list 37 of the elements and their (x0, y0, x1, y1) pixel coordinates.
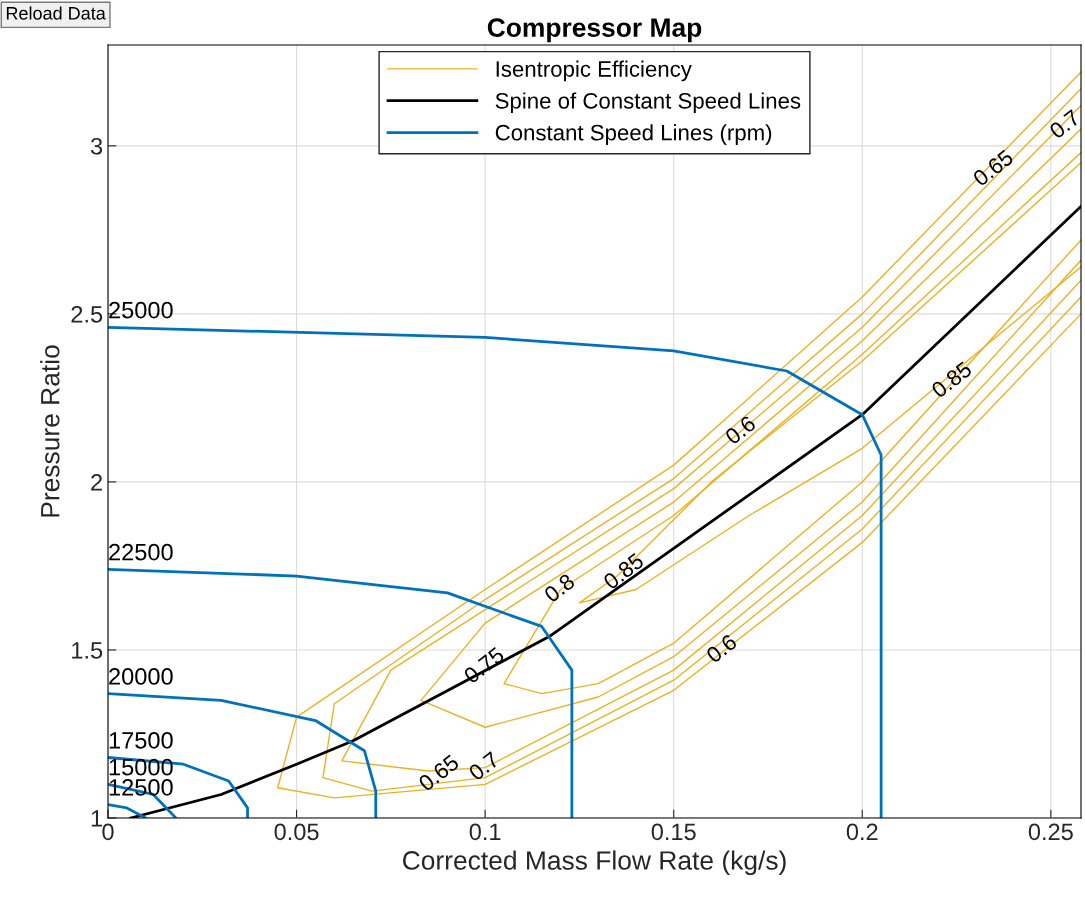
line-series (108, 567, 574, 818)
annotation: 0.8 (543, 572, 576, 604)
x-axis-title: Corrected Mass Flow Rate (kg/s) (403, 850, 786, 876)
annotation: 20000 (109, 668, 173, 685)
x-tick-label: 0.25 (1028, 823, 1073, 841)
y-tick-label: 2.5 (71, 305, 103, 323)
annotation: 0.6 (724, 414, 757, 446)
chart-title: Compressor Map (487, 18, 702, 43)
annotation: 0.65 (417, 753, 460, 792)
x-tick-label: 0.2 (846, 823, 878, 841)
annotation: 15000 (109, 758, 173, 776)
legend-label: Spine of Constant Speed Lines (495, 92, 801, 114)
y-tick-label: 3 (90, 137, 103, 155)
annotation: 0.7 (1048, 109, 1081, 140)
annotation: 25000 (109, 301, 173, 319)
line-series (108, 756, 249, 818)
x-tick-label: 0 (102, 823, 114, 841)
legend-label: Isentropic Efficiency (496, 60, 692, 82)
annotation: 0.85 (930, 360, 973, 399)
annotation: 0.7 (467, 751, 501, 782)
y-tick-label: 2 (91, 473, 102, 491)
y-axis-title: Pressure Ratio (40, 345, 60, 517)
x-tick-label: 0.05 (274, 823, 319, 841)
annotation: 22500 (109, 543, 173, 561)
text: Reload Data (6, 6, 106, 20)
line-series (108, 692, 378, 818)
annotation: 0.6 (705, 633, 738, 664)
x-tick-label: 0.1 (469, 823, 501, 841)
line-series (503, 151, 1081, 695)
y-tick-label: 1 (91, 810, 102, 827)
legend-label: Constant Speed Lines (rpm) (495, 124, 772, 145)
annotation: 17500 (109, 731, 173, 749)
annotation: 0.65 (971, 148, 1015, 187)
line-series (108, 325, 883, 818)
x-tick-label: 0.15 (651, 823, 696, 841)
y-tick-label: 1.5 (72, 642, 103, 659)
annotation: 0.85 (602, 552, 645, 591)
